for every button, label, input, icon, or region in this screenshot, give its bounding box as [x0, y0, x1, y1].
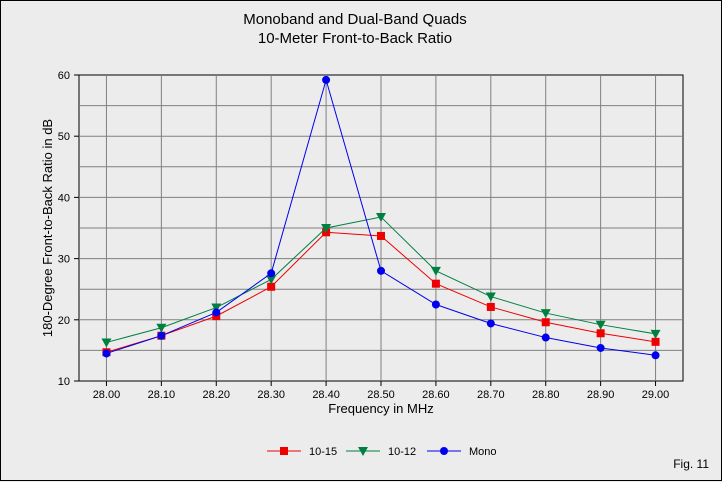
grid	[79, 75, 683, 381]
x-tick-label: 28.10	[148, 389, 176, 401]
data-point-mono	[596, 343, 605, 352]
series-10-12	[101, 212, 661, 348]
legend-marker-10-12	[358, 447, 368, 456]
data-point-10-12	[650, 329, 661, 339]
legend-item-10-12: 10-12	[346, 446, 416, 458]
legend-item-10-15: 10-15	[267, 446, 337, 458]
data-point-mono	[157, 331, 166, 340]
legend-label: 10-12	[388, 446, 416, 458]
x-tick-label: 28.00	[93, 389, 121, 401]
data-point-10-15	[377, 231, 385, 240]
legend-marker-mono	[440, 447, 448, 455]
series-group	[101, 75, 661, 360]
data-point-mono	[377, 266, 385, 275]
figure-number: Fig. 11	[673, 457, 709, 471]
x-tick-label: 28.70	[477, 389, 505, 401]
data-point-10-12	[540, 309, 551, 319]
legend-label: Mono	[469, 446, 497, 458]
y-tick-label: 60	[58, 70, 70, 82]
x-tick-label: 28.20	[203, 389, 231, 401]
y-tick-label: 10	[58, 376, 70, 388]
data-point-10-12	[156, 323, 167, 333]
x-tick-label: 28.30	[257, 389, 285, 401]
data-point-mono	[322, 75, 331, 84]
x-tick-label: 28.60	[422, 389, 450, 401]
series-mono	[102, 75, 660, 360]
data-point-mono	[651, 351, 660, 360]
y-axis-ticks: 10 20 30 40 50 60	[58, 70, 79, 388]
data-point-10-12	[211, 303, 222, 313]
data-point-mono	[102, 349, 111, 358]
data-point-10-12	[485, 292, 496, 302]
y-axis-label: 180-Degree Front-to-Back Ratio in dB	[40, 119, 55, 337]
data-point-10-12	[321, 224, 332, 233]
data-point-10-15	[267, 282, 276, 291]
data-point-mono	[212, 308, 221, 317]
x-axis-ticks: 28.00 28.10 28.20 28.30 28.40 28.50 28.60 28.70…	[93, 381, 670, 401]
legend-label: 10-15	[309, 446, 337, 458]
legend-item-mono: Mono	[427, 446, 497, 458]
data-point-10-12	[101, 338, 112, 348]
data-point-mono	[541, 333, 550, 342]
chart-subtitle: 10-Meter Front-to-Back Ratio	[258, 30, 452, 47]
data-point-10-15	[541, 318, 550, 327]
y-tick-label: 50	[58, 131, 70, 143]
x-tick-label: 29.00	[642, 389, 670, 401]
x-tick-label: 28.40	[312, 389, 340, 401]
data-point-mono	[267, 269, 276, 278]
data-point-10-12	[430, 266, 441, 276]
y-tick-label: 20	[58, 315, 70, 327]
data-point-10-15	[486, 302, 495, 311]
data-point-10-12	[376, 212, 386, 222]
data-point-10-15	[596, 329, 605, 338]
data-point-10-12	[266, 275, 277, 285]
x-tick-label: 28.50	[367, 389, 395, 401]
data-point-10-12	[595, 320, 606, 330]
y-tick-label: 30	[58, 254, 70, 266]
data-point-10-15	[651, 337, 660, 346]
legend: 10-15 10-12 Mono	[267, 446, 497, 458]
data-point-mono	[431, 300, 440, 309]
legend-marker-10-15	[280, 447, 288, 455]
y-tick-label: 40	[58, 192, 70, 204]
data-point-mono	[486, 319, 495, 328]
x-tick-label: 28.90	[587, 389, 615, 401]
x-tick-label: 28.80	[532, 389, 560, 401]
data-point-10-15	[431, 279, 440, 288]
x-axis-label: Frequency in MHz	[328, 401, 433, 416]
chart-title: Monoband and Dual-Band Quads	[243, 11, 467, 28]
